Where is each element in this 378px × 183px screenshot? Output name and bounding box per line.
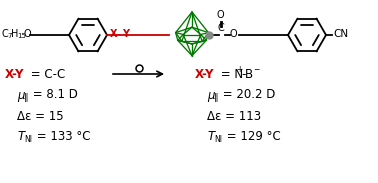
Text: -: - [117, 29, 121, 39]
Text: −: − [253, 66, 259, 74]
Text: μ: μ [17, 89, 25, 102]
Text: NI: NI [214, 135, 223, 144]
Text: +: + [236, 66, 242, 74]
Text: T: T [17, 130, 24, 143]
Text: 15: 15 [17, 33, 26, 40]
Text: X: X [110, 29, 118, 39]
Text: = 133 °C: = 133 °C [33, 130, 90, 143]
Text: O: O [24, 29, 32, 39]
Text: T: T [207, 130, 214, 143]
Text: NI: NI [25, 135, 33, 144]
Text: CN: CN [333, 29, 348, 39]
Text: ‖: ‖ [214, 92, 218, 102]
Text: X-Y: X-Y [195, 68, 214, 81]
Text: μ: μ [207, 89, 214, 102]
Text: 7: 7 [8, 33, 12, 40]
Text: Δε = 15: Δε = 15 [17, 109, 64, 122]
Text: -B: -B [241, 68, 253, 81]
Text: = N: = N [217, 68, 243, 81]
Text: X-Y: X-Y [5, 68, 25, 81]
Text: ‖: ‖ [24, 92, 28, 102]
Text: = 8.1 D: = 8.1 D [29, 89, 78, 102]
Text: Δε = 113: Δε = 113 [207, 109, 261, 122]
Text: = 20.2 D: = 20.2 D [219, 89, 276, 102]
Text: C: C [217, 23, 224, 33]
Text: O: O [217, 10, 225, 20]
Text: C: C [2, 29, 9, 39]
Text: = 129 °C: = 129 °C [223, 130, 281, 143]
Text: Y: Y [122, 29, 129, 39]
Text: O: O [230, 29, 237, 39]
Text: = C-C: = C-C [27, 68, 65, 81]
Text: H: H [11, 29, 19, 39]
